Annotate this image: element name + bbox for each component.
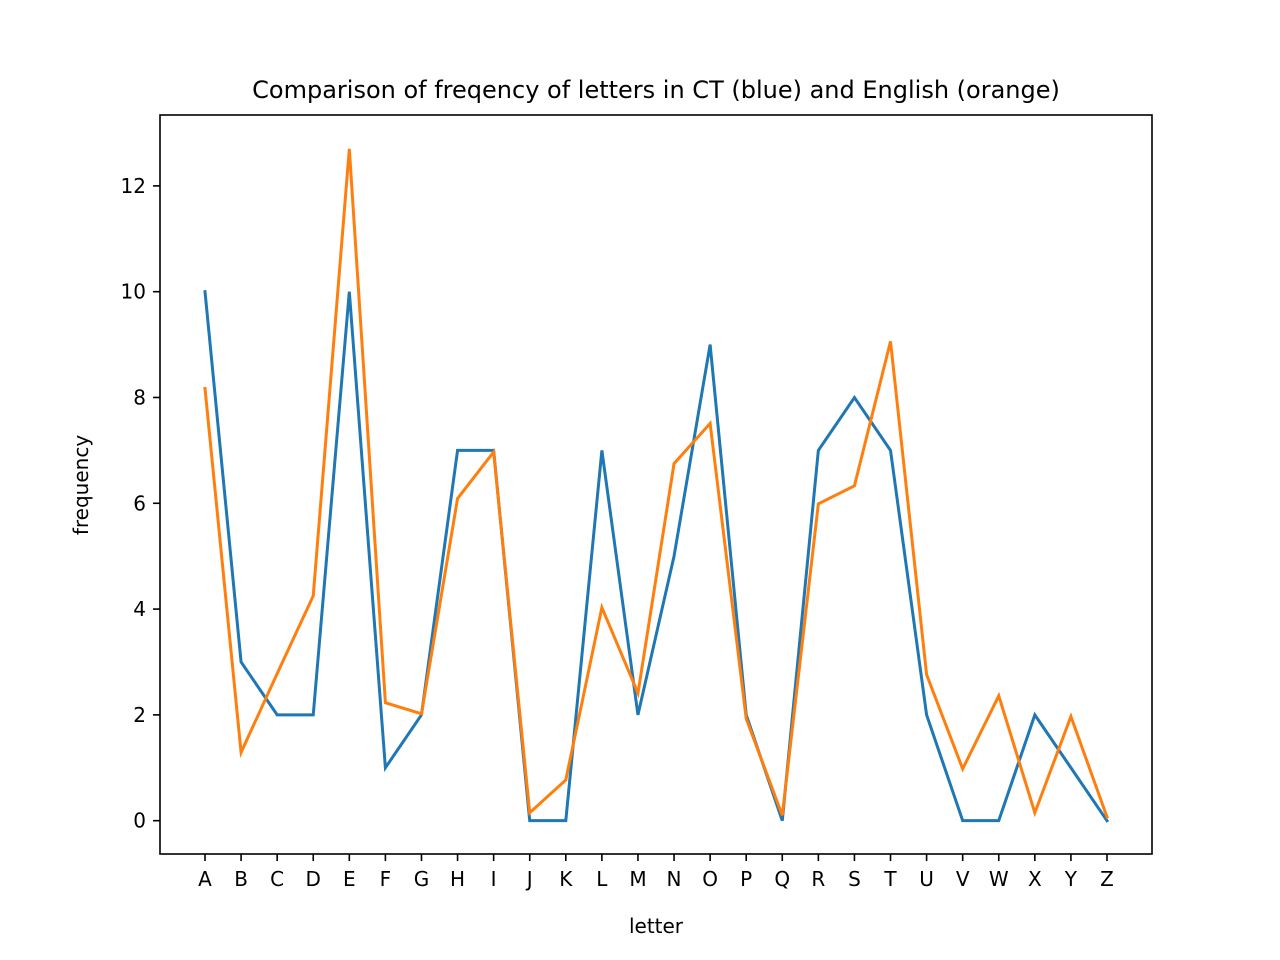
- axes-frame: [159, 114, 1153, 855]
- x-tick-label: L: [596, 867, 608, 891]
- x-tick-label: X: [1028, 867, 1042, 891]
- x-tick-label: J: [525, 867, 533, 891]
- x-tick-label: T: [883, 867, 897, 891]
- y-tick-label: 8: [133, 385, 146, 409]
- y-tick-label: 0: [133, 809, 146, 833]
- series-points-2: [204, 148, 1108, 817]
- y-tick-label: 12: [121, 174, 146, 198]
- x-tick-label: Y: [1064, 867, 1078, 891]
- x-tick-label: O: [702, 867, 718, 891]
- x-tick-label: V: [956, 867, 970, 891]
- x-tick-label: D: [306, 867, 321, 891]
- y-tick-label: 6: [133, 491, 146, 515]
- x-tick-label: E: [343, 867, 356, 891]
- series-line-2: [203, 148, 1109, 819]
- x-tick-label: M: [629, 867, 646, 891]
- x-tick-label: K: [559, 867, 573, 891]
- x-tick-label: P: [740, 867, 752, 891]
- x-tick-label: I: [491, 867, 497, 891]
- x-tick-label: U: [919, 867, 934, 891]
- x-tick-label: W: [989, 867, 1009, 891]
- x-tick-label: S: [848, 867, 861, 891]
- x-tick-label: G: [414, 867, 430, 891]
- x-tick-label: F: [380, 867, 392, 891]
- x-tick-label: N: [667, 867, 682, 891]
- y-axis: 0 2 4 6 8 10 12: [121, 174, 160, 833]
- x-tick-label: R: [811, 867, 825, 891]
- y-axis-label: frequency: [69, 435, 93, 535]
- y-tick-label: 4: [133, 597, 146, 621]
- chart-title: Comparison of freqency of letters in CT …: [252, 76, 1060, 104]
- x-tick-label: Z: [1100, 867, 1114, 891]
- x-axis-label: letter: [629, 914, 684, 938]
- series-line-1: [203, 290, 1110, 823]
- y-tick-label: 2: [133, 703, 146, 727]
- x-tick-label: C: [270, 867, 284, 891]
- x-tick-label: A: [198, 867, 212, 891]
- x-tick-label: B: [234, 867, 248, 891]
- x-tick-label: Q: [774, 867, 790, 891]
- x-tick-label: H: [450, 867, 465, 891]
- y-tick-label: 10: [121, 280, 146, 304]
- plot-area: [203, 148, 1110, 823]
